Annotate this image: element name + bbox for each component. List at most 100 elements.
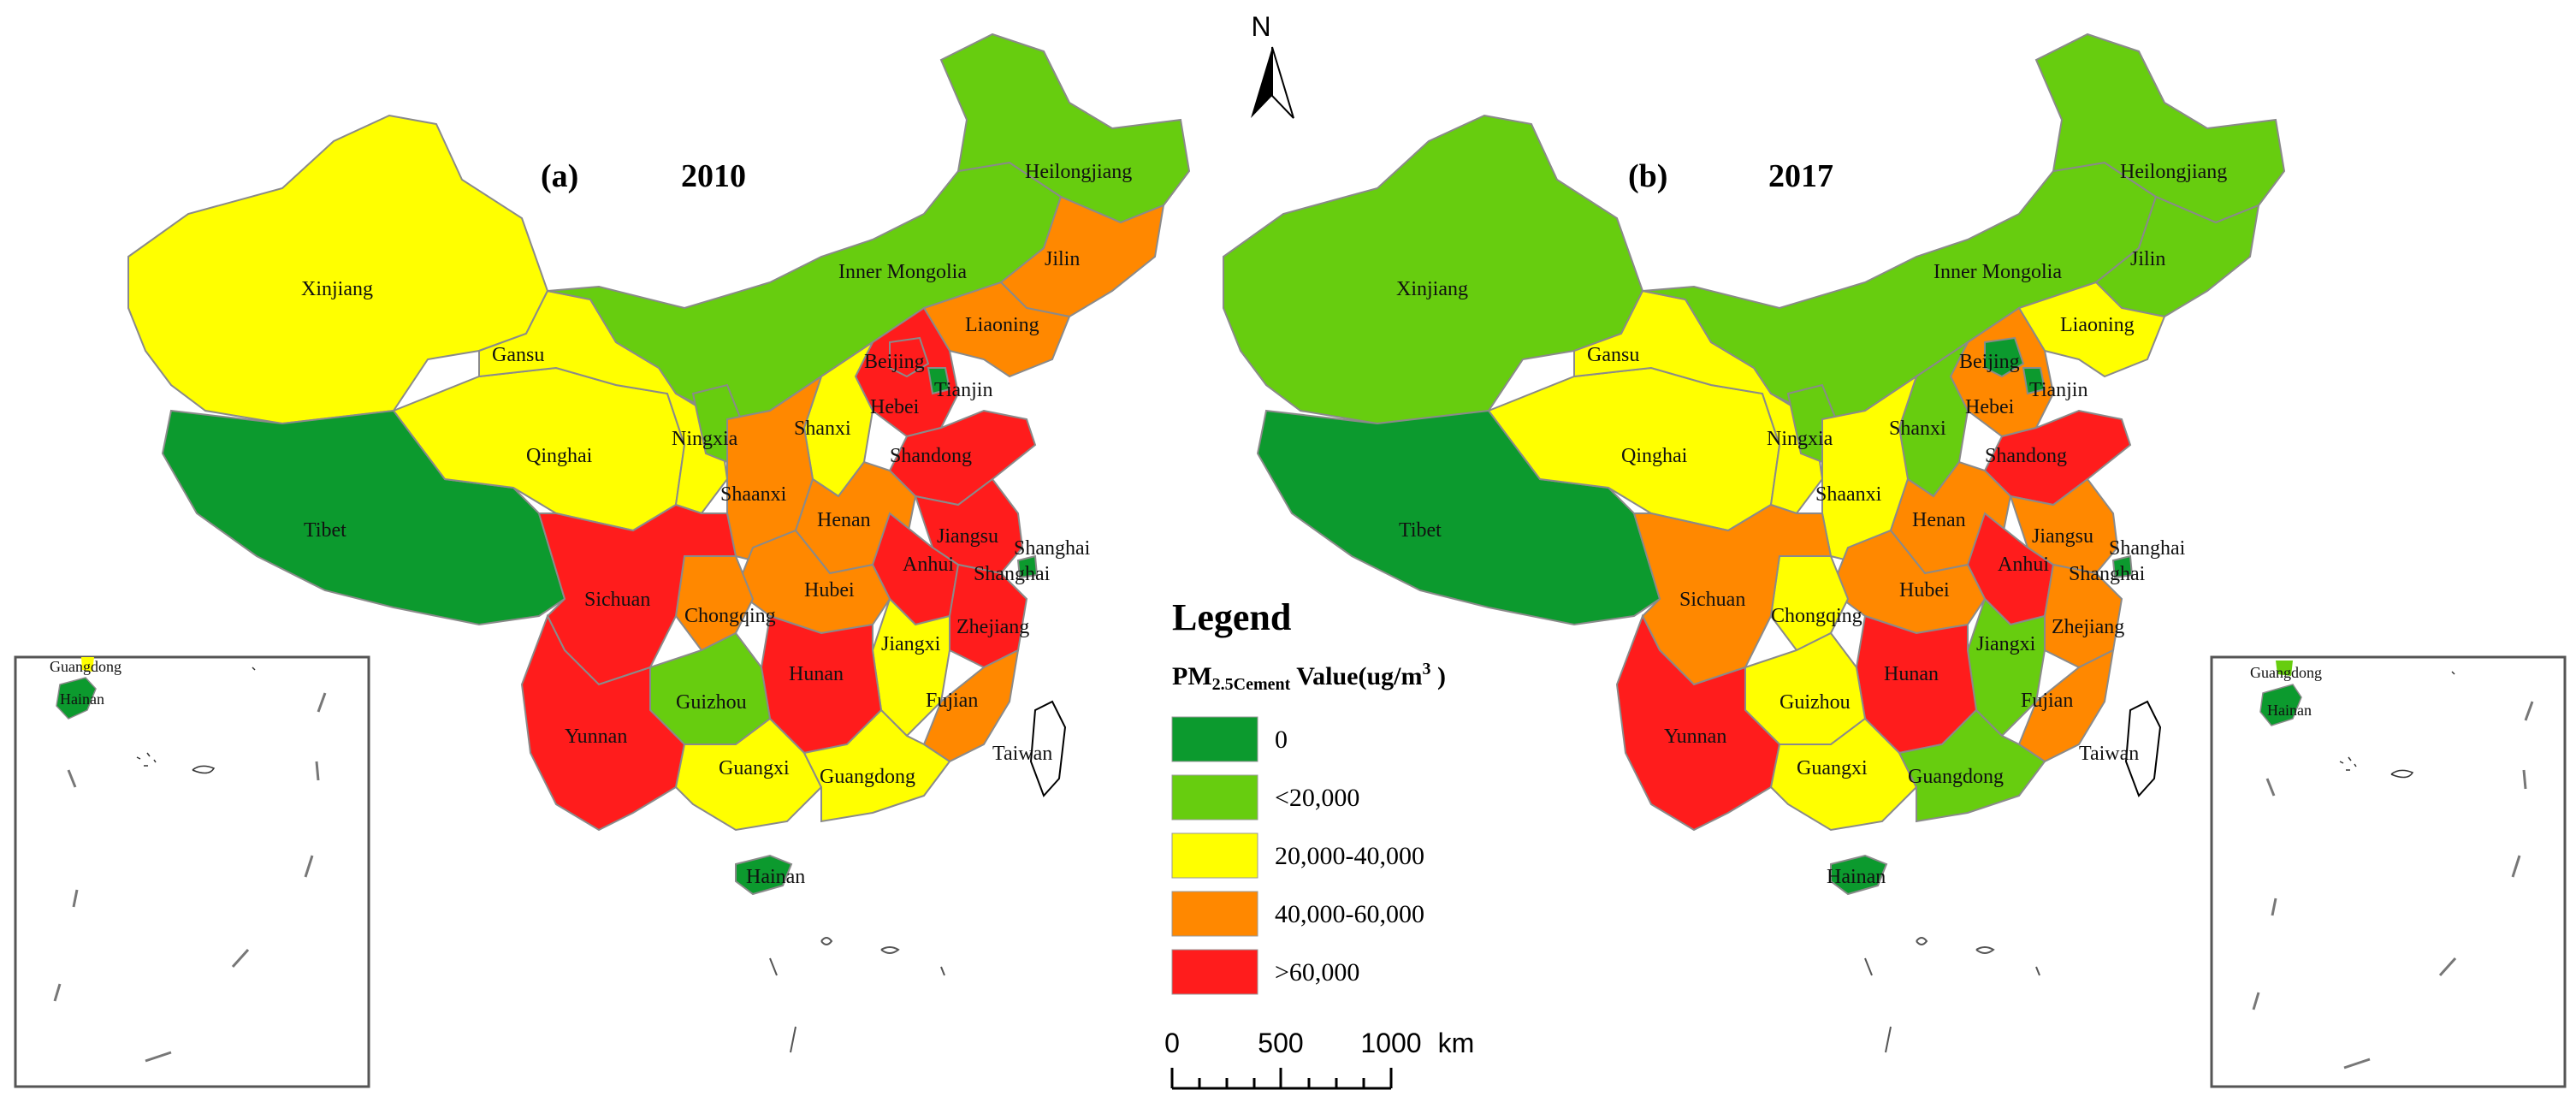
label-zhejiang-b: Zhejiang <box>2052 616 2124 638</box>
label-jiangxi-a: Jiangxi <box>881 633 941 655</box>
province-tianjin-b <box>2022 367 2046 395</box>
inset-a-guangdong-label: Guangdong <box>50 658 121 675</box>
legend-swatch-3 <box>1171 891 1258 937</box>
label-tianjin-b: Tianjin <box>2029 379 2087 401</box>
label-jilin-b: Jilin <box>2130 248 2165 270</box>
label-liaoning-b: Liaoning <box>2060 314 2135 336</box>
label-guangxi-a: Guangxi <box>719 757 790 779</box>
province-chongqing-a <box>674 555 755 652</box>
province-hainan-a <box>735 854 793 896</box>
label-gansu-b: Gansu <box>1587 344 1639 366</box>
province-shanghai-b <box>2111 554 2134 579</box>
province-guangxi-a <box>674 717 823 832</box>
label-taiwan-a: Taiwan <box>992 743 1052 765</box>
label-taiwan-b: Taiwan <box>2079 743 2139 765</box>
label-hebei-a: Hebei <box>870 396 920 418</box>
province-taiwan-a <box>1029 700 1067 797</box>
province-beijing-b <box>1984 336 2025 378</box>
inset-a-hainan-label: Hainan <box>60 690 104 708</box>
inset-a-islands <box>136 667 256 774</box>
province-beijing-a <box>889 336 930 378</box>
legend-title: Legend <box>1172 596 1291 638</box>
label-tibet-b: Tibet <box>1399 519 1442 542</box>
label-heilongjiang-a: Heilongjiang <box>1025 161 1132 183</box>
north-label: N <box>1251 11 1270 42</box>
label-xinjiang-b: Xinjiang <box>1396 278 1468 300</box>
north-arrow: N <box>1251 11 1294 119</box>
label-shaanxi-b: Shaanxi <box>1815 483 1882 506</box>
label-anhui-b: Anhui <box>1998 554 2049 576</box>
inset-a-dashes <box>53 692 327 1063</box>
label-shanghai-upper-b: Shanghai <box>2109 537 2186 560</box>
province-guangdong-a <box>802 708 951 823</box>
label-hunan-a: Hunan <box>789 663 844 685</box>
inset-a-frame <box>14 655 370 1088</box>
panel-a-map: (a) 2010 Xinjiang Tibet Qinghai Gansu In… <box>127 33 1191 1053</box>
label-guizhou-b: Guizhou <box>1780 691 1851 714</box>
label-zhejiang-a: Zhejiang <box>956 616 1029 638</box>
label-xinjiang-a: Xinjiang <box>301 278 373 300</box>
panel-b-letter: (b) <box>1628 158 1667 194</box>
label-anhui-a: Anhui <box>903 554 954 576</box>
legend-item-4: >60,000 <box>1275 958 1359 986</box>
label-shanghai-lower-a: Shanghai <box>974 563 1051 585</box>
north-arrow-icon <box>1251 47 1272 118</box>
province-chongqing-b <box>1769 555 1850 652</box>
legend-item-1: <20,000 <box>1275 784 1359 812</box>
scale-bar: 0 500 1000 km <box>1164 1028 1475 1090</box>
label-sichuan-a: Sichuan <box>584 589 650 611</box>
label-yunnan-a: Yunnan <box>565 726 627 748</box>
label-chongqing-a: Chongqing <box>684 605 776 627</box>
province-tianjin-a <box>927 367 951 395</box>
label-tianjin-a: Tianjin <box>934 379 992 401</box>
label-hainan-b: Hainan <box>1827 866 1886 888</box>
label-hubei-a: Hubei <box>804 579 855 601</box>
province-heilongjiang-a <box>939 33 1191 224</box>
label-fujian-b: Fujian <box>2021 690 2073 712</box>
label-henan-a: Henan <box>817 509 871 531</box>
inset-b-dashes <box>2252 701 2534 1069</box>
legend: Legend PM2.5Cement Value(ug/m3 ) 0 <20,0… <box>1171 596 1446 995</box>
label-liaoning-a: Liaoning <box>965 314 1039 336</box>
province-guangdong-b <box>1898 708 2046 823</box>
label-fujian-a: Fujian <box>926 690 978 712</box>
label-inner-mongolia-a: Inner Mongolia <box>838 261 967 283</box>
islands-a <box>769 937 945 1053</box>
scale-unit: km <box>1438 1028 1475 1058</box>
label-shanxi-b: Shanxi <box>1889 418 1946 440</box>
label-hebei-b: Hebei <box>1965 396 2015 418</box>
province-hubei-a <box>734 529 891 635</box>
label-chongqing-b: Chongqing <box>1771 605 1862 627</box>
label-heilongjiang-b: Heilongjiang <box>2120 161 2227 183</box>
legend-swatch-0 <box>1171 716 1258 762</box>
inset-a-hainan <box>56 677 97 720</box>
label-ningxia-b: Ningxia <box>1767 428 1833 450</box>
inset-b-hainan-label: Hainan <box>2267 702 2312 719</box>
inset-b-frame <box>2210 655 2567 1088</box>
legend-item-2: 20,000-40,000 <box>1275 842 1424 870</box>
label-shaanxi-a: Shaanxi <box>720 483 787 506</box>
province-heilongjiang-b <box>2034 33 2286 224</box>
province-guangxi-b <box>1769 717 1918 832</box>
label-shanghai-upper-a: Shanghai <box>1014 537 1091 560</box>
label-guangdong-a: Guangdong <box>820 766 915 788</box>
label-hainan-a: Hainan <box>746 866 805 888</box>
legend-item-3: 40,000-60,000 <box>1275 900 1424 928</box>
label-yunnan-b: Yunnan <box>1664 726 1726 748</box>
label-gansu-a: Gansu <box>492 344 544 366</box>
province-shanghai-a <box>1016 554 1039 579</box>
legend-swatch-4 <box>1171 949 1258 995</box>
label-beijing-b: Beijing <box>1959 351 2020 373</box>
label-guizhou-a: Guizhou <box>676 691 747 714</box>
label-shandong-b: Shandong <box>1985 445 2067 467</box>
label-inner-mongolia-b: Inner Mongolia <box>1933 261 2062 283</box>
province-taiwan-b <box>2124 700 2162 797</box>
panel-b-map: (b) 2017 Xinjiang Tibet Qinghai Gansu In… <box>1223 33 2286 1053</box>
inset-a-guangdong <box>81 657 94 672</box>
scale-tick-500: 500 <box>1258 1028 1303 1058</box>
label-guangxi-b: Guangxi <box>1797 757 1868 779</box>
label-jiangsu-b: Jiangsu <box>2032 525 2093 548</box>
panel-a-letter: (a) <box>541 158 578 194</box>
province-hubei-b <box>1829 529 1987 635</box>
